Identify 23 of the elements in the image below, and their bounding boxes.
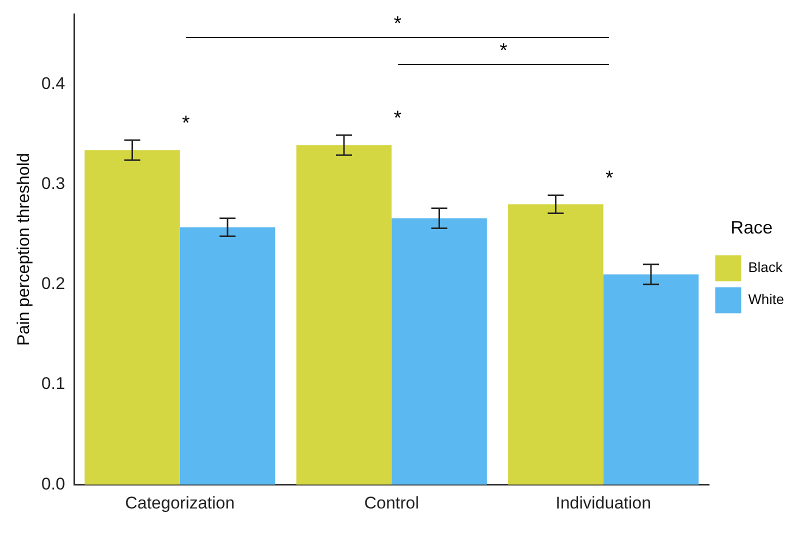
bar <box>180 227 276 485</box>
legend-label: Black <box>748 259 784 276</box>
y-tick-label: 0.0 <box>41 474 66 494</box>
y-axis-title: Pain perception threshold <box>14 152 33 346</box>
annotation: * <box>498 40 508 62</box>
x-tick-label: Individuation <box>556 493 652 512</box>
bar <box>508 204 604 485</box>
annotation: * <box>605 168 614 190</box>
x-tick-label: Categorization <box>125 493 235 512</box>
annotation: * <box>392 13 403 36</box>
annotation: * <box>182 112 190 135</box>
y-tick-label: 0.3 <box>41 174 66 193</box>
y-tick-label: 0.2 <box>41 274 66 294</box>
legend-label: White <box>748 291 784 308</box>
y-tick-label: 0.1 <box>41 374 66 394</box>
legend-title: Race <box>730 218 773 238</box>
bar <box>392 218 487 485</box>
bar <box>603 274 699 485</box>
y-tick-label: 0.4 <box>41 74 66 93</box>
bar <box>84 150 180 485</box>
annotation: * <box>394 108 402 130</box>
x-tick-label: Control <box>364 493 420 512</box>
bar <box>296 145 392 485</box>
